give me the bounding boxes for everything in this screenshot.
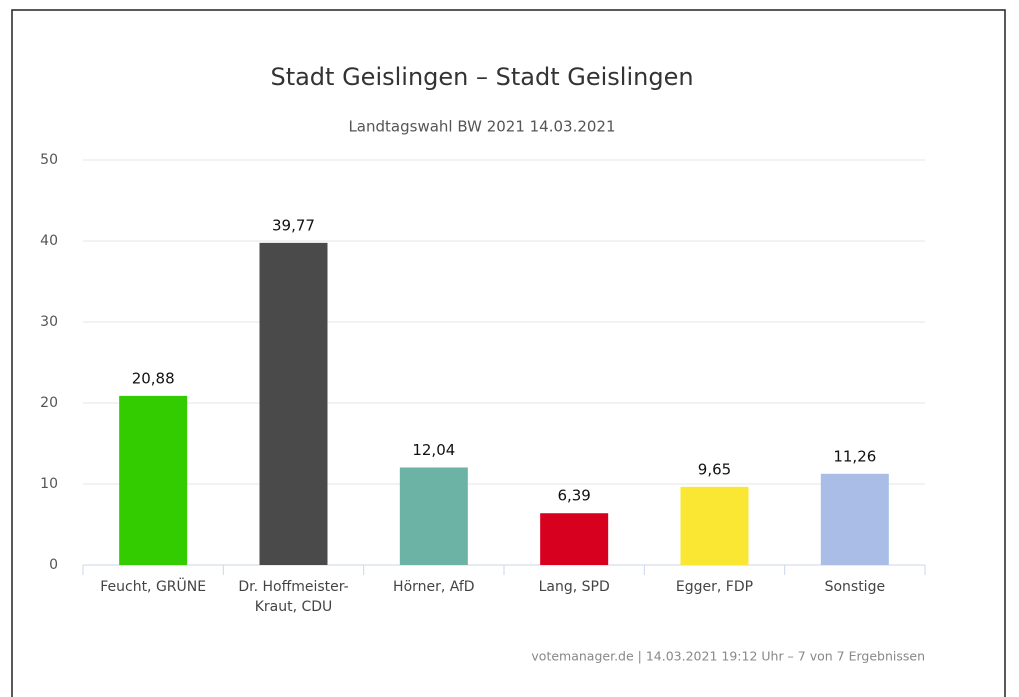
y-tick-label: 0 xyxy=(49,557,58,573)
data-label: 6,39 xyxy=(557,487,590,505)
x-tick-label: Lang, SPD xyxy=(538,579,610,595)
bar xyxy=(399,467,468,565)
y-tick-label: 20 xyxy=(40,395,58,411)
y-tick-label: 10 xyxy=(40,476,58,492)
bar xyxy=(680,486,749,565)
frame xyxy=(11,9,1006,697)
chart-title: Stadt Geislingen – Stadt Geislingen xyxy=(270,63,693,91)
x-tick-label: Dr. Hoffmeister-Kraut, CDU xyxy=(238,579,349,615)
y-tick-label: 30 xyxy=(40,314,58,330)
data-label: 11,26 xyxy=(833,447,876,465)
bar xyxy=(820,473,889,565)
data-label: 9,65 xyxy=(698,460,731,478)
y-tick-label: 50 xyxy=(40,152,58,168)
bar xyxy=(119,395,188,565)
x-tick-label: Egger, FDP xyxy=(675,579,754,595)
data-label: 20,88 xyxy=(132,369,175,387)
x-tick-label: Feucht, GRÜNE xyxy=(100,579,207,595)
chart-subtitle: Landtagswahl BW 2021 14.03.2021 xyxy=(348,118,615,136)
data-label: 39,77 xyxy=(272,216,315,234)
data-label: 12,04 xyxy=(412,441,455,459)
bar xyxy=(540,513,609,565)
y-tick-label: 40 xyxy=(40,233,58,249)
x-tick-label: Hörner, AfD xyxy=(393,579,475,595)
x-tick-label: Sonstige xyxy=(824,579,886,595)
bar xyxy=(259,242,328,565)
credit: votemanager.de | 14.03.2021 19:12 Uhr – … xyxy=(531,649,925,664)
